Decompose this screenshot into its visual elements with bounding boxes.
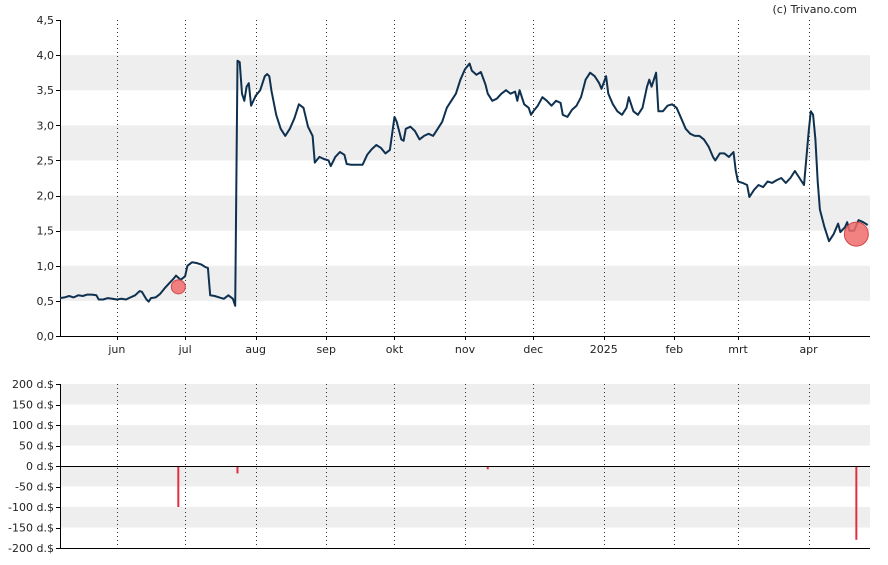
price-x-tick-label: 2025 xyxy=(590,343,618,356)
volume-y-tick-label: -100 d.$ xyxy=(8,501,54,514)
price-y-tick-labels: 0,0 0,5 1,0 1,5 2,0 2,5 3,0 3,5 4,0 4,5 xyxy=(37,14,55,343)
volume-bar xyxy=(486,466,489,470)
volume-y-tick-label: -200 d.$ xyxy=(8,542,54,555)
price-y-tick-label: 3,5 xyxy=(37,84,55,97)
volume-bar xyxy=(236,466,239,474)
volume-band xyxy=(60,425,870,446)
price-panel-axes xyxy=(56,20,870,340)
volume-y-tick-label: -50 d.$ xyxy=(15,481,54,494)
event-markers xyxy=(170,221,869,295)
volume-bar xyxy=(177,466,180,507)
price-y-tick-label: 4,0 xyxy=(37,49,55,62)
volume-band xyxy=(60,384,870,405)
volume-y-tick-label: 50 d.$ xyxy=(19,440,54,453)
credit-label: (c) Trivano.com xyxy=(772,3,857,16)
price-x-tick-label: mrt xyxy=(728,343,748,356)
volume-panel-month-gridlines xyxy=(117,384,810,548)
price-y-tick-label: 1,0 xyxy=(37,260,55,273)
price-y-tick-label: 0,0 xyxy=(37,330,55,343)
price-x-tick-labels: jun jul aug sep okt nov dec 2025 feb mrt apr xyxy=(107,343,818,356)
price-y-tick-label: 3,0 xyxy=(37,119,55,132)
event-marker xyxy=(843,221,869,247)
volume-y-tick-label: 200 d.$ xyxy=(12,378,54,391)
volume-panel-axes xyxy=(56,384,870,549)
volume-y-tick-label: -150 d.$ xyxy=(8,522,54,535)
event-marker xyxy=(170,279,186,295)
volume-bars xyxy=(177,466,858,540)
price-y-tick-label: 4,5 xyxy=(37,14,55,27)
price-y-tick-label: 2,0 xyxy=(37,190,55,203)
price-x-tick-label: okt xyxy=(386,343,404,356)
price-x-tick-label: feb xyxy=(666,343,684,356)
price-x-tick-label: apr xyxy=(799,343,818,356)
volume-y-tick-labels: 200 d.$ 150 d.$ 100 d.$ 50 d.$ 0 d.$ -50 d.$ -… xyxy=(8,378,54,555)
volume-y-tick-label: 100 d.$ xyxy=(12,419,54,432)
price-x-tick-label: jun xyxy=(107,343,125,356)
price-x-tick-label: sep xyxy=(316,343,335,356)
volume-y-tick-label: 150 d.$ xyxy=(12,399,54,412)
price-band xyxy=(60,125,870,161)
volume-y-tick-label: 0 d.$ xyxy=(26,460,54,473)
price-band xyxy=(60,265,870,301)
price-x-tick-label: jul xyxy=(178,343,192,356)
price-panel-month-gridlines xyxy=(117,20,810,336)
price-x-tick-label: dec xyxy=(523,343,543,356)
price-y-tick-label: 0,5 xyxy=(37,295,55,308)
price-line xyxy=(59,59,869,307)
volume-panel-bands xyxy=(60,384,870,528)
price-y-tick-label: 2,5 xyxy=(37,154,55,167)
price-x-tick-label: nov xyxy=(455,343,476,356)
price-x-tick-label: aug xyxy=(245,343,266,356)
price-y-tick-label: 1,5 xyxy=(37,225,55,238)
volume-bar xyxy=(855,466,858,540)
volume-band xyxy=(60,507,870,528)
